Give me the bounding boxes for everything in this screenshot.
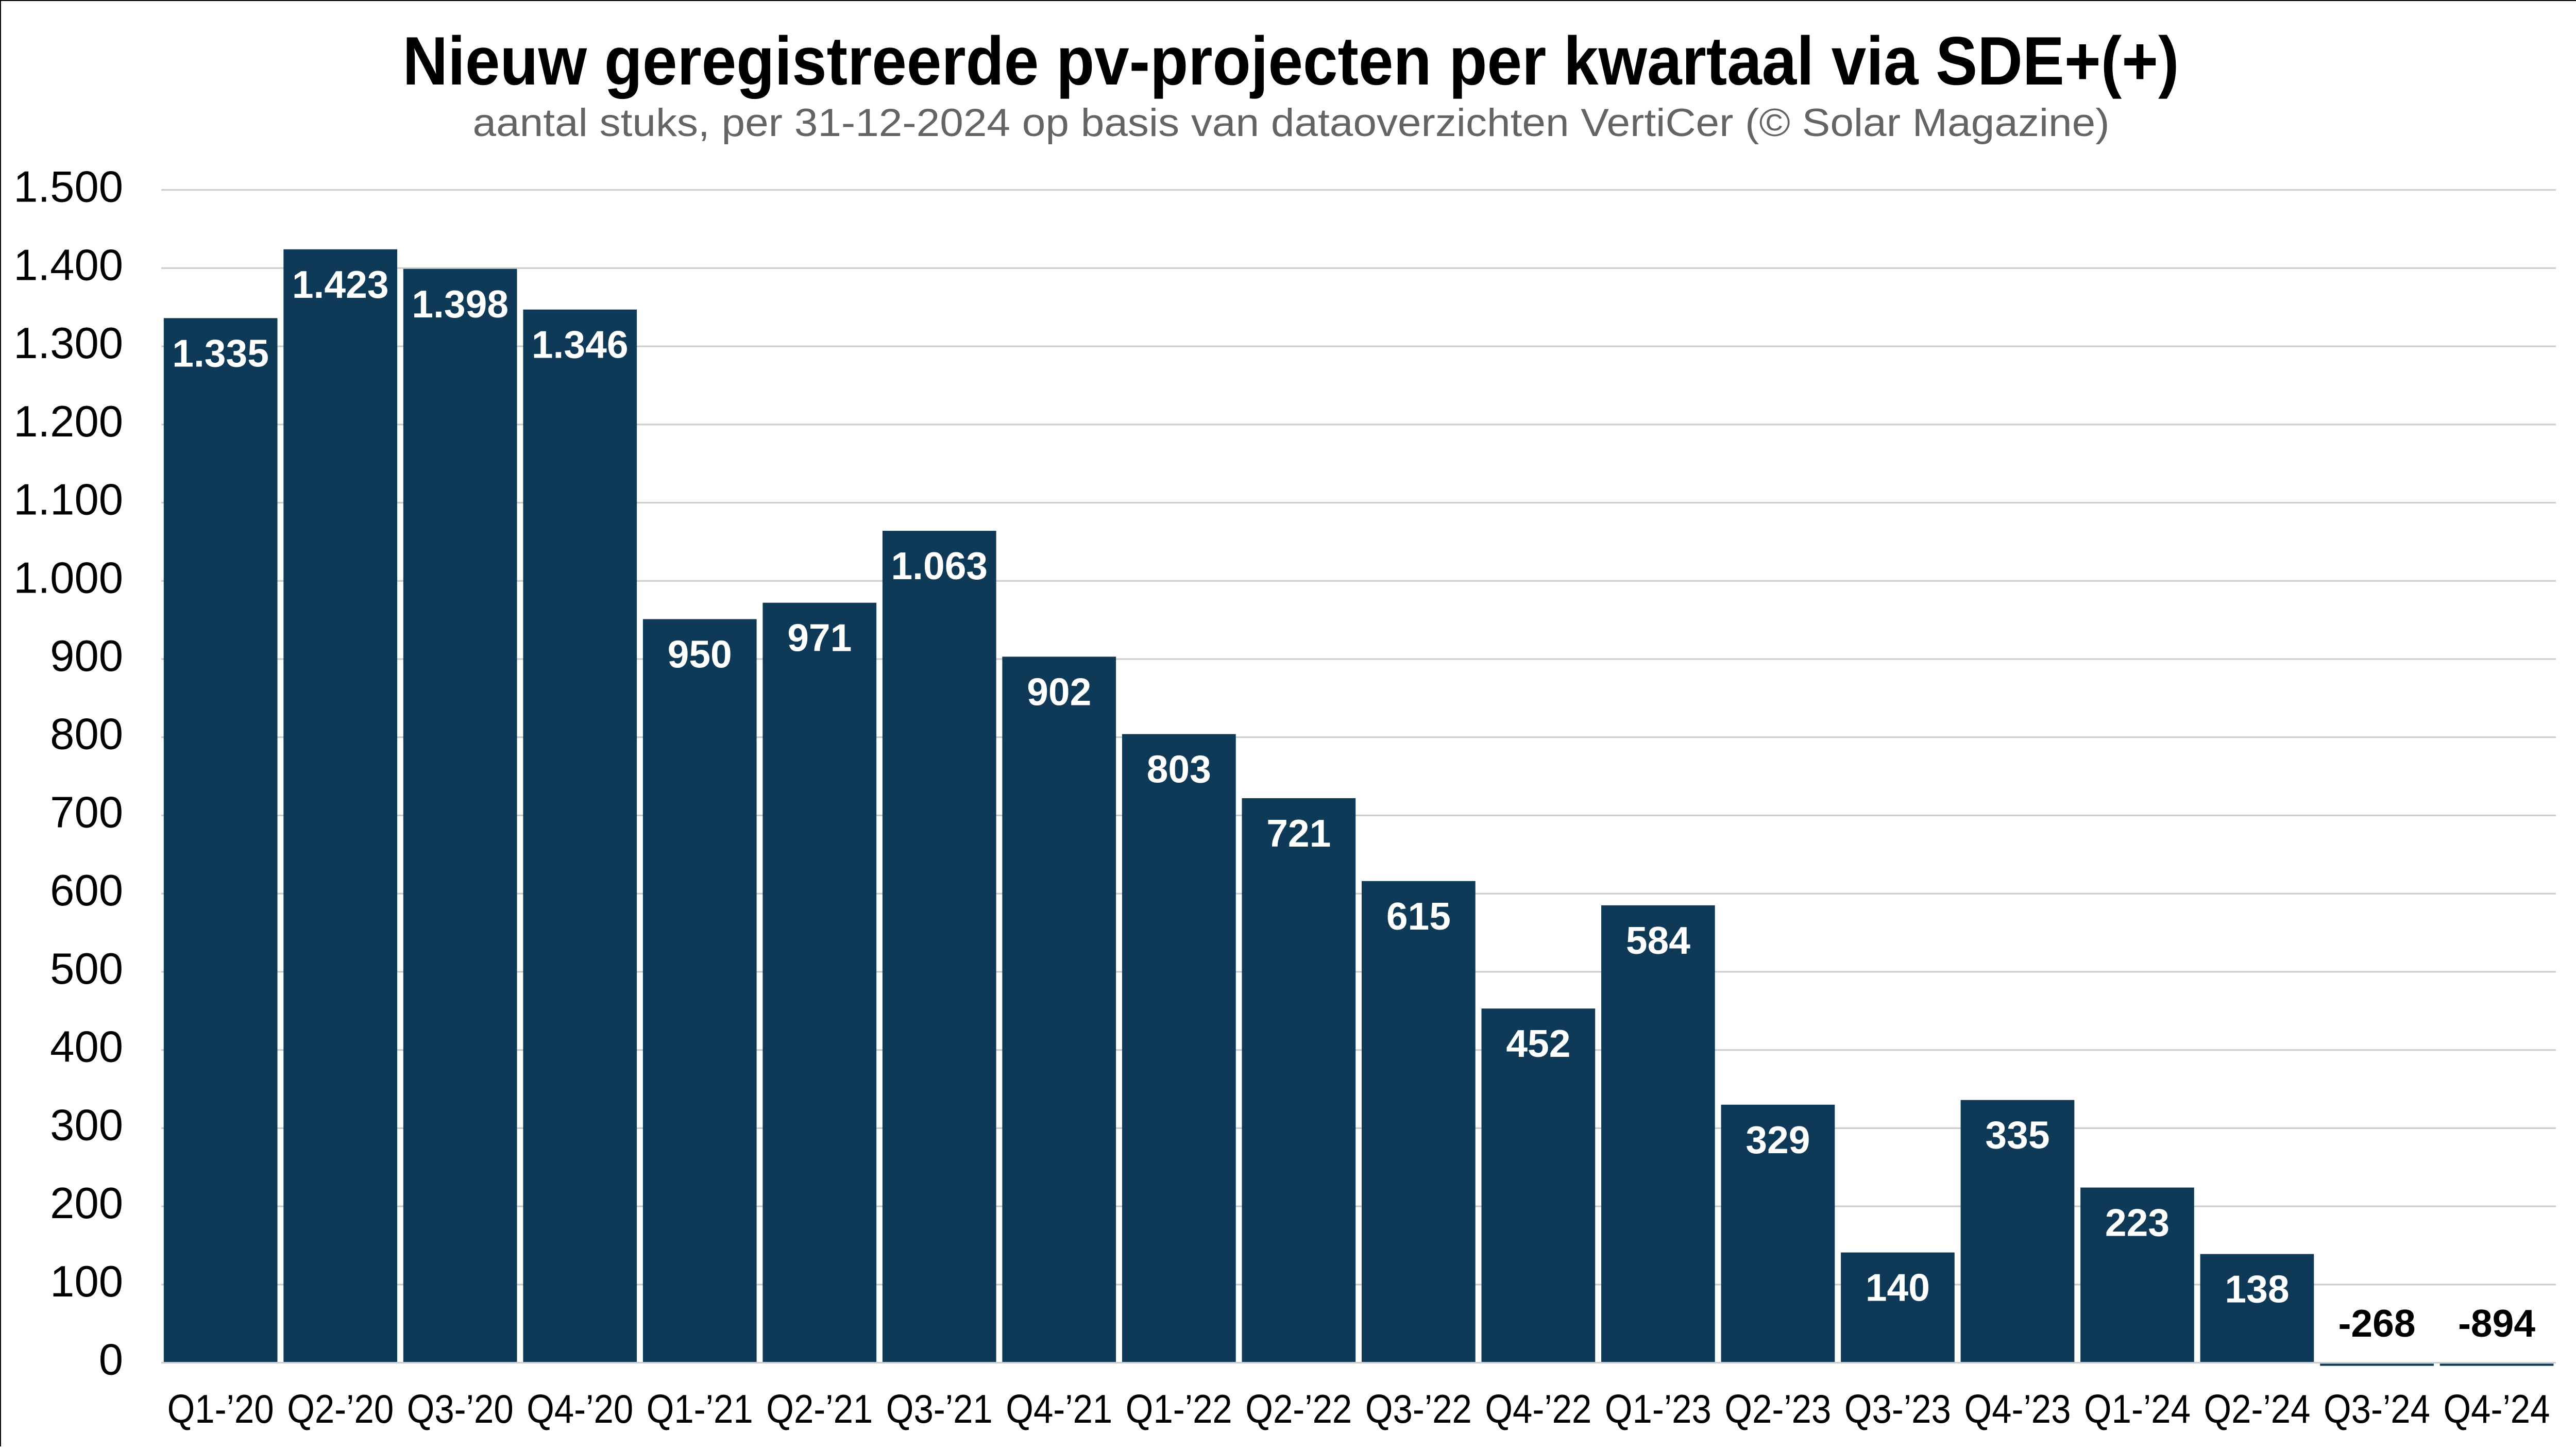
svg-text:223: 223 <box>2105 1201 2170 1244</box>
svg-text:Q1-’20: Q1-’20 <box>167 1387 274 1431</box>
svg-text:452: 452 <box>1506 1022 1570 1065</box>
svg-text:138: 138 <box>2225 1268 2289 1311</box>
svg-text:Q4-’22: Q4-’22 <box>1485 1387 1591 1431</box>
svg-text:1.335: 1.335 <box>172 331 269 375</box>
svg-text:Q2-’24: Q2-’24 <box>2204 1387 2311 1431</box>
svg-text:-894: -894 <box>2458 1302 2535 1345</box>
svg-text:Q2-’20: Q2-’20 <box>287 1387 394 1431</box>
svg-text:971: 971 <box>787 616 852 660</box>
svg-text:0: 0 <box>99 1336 123 1385</box>
svg-text:329: 329 <box>1745 1118 1810 1161</box>
svg-text:1.300: 1.300 <box>13 319 123 368</box>
svg-text:Q4-’24: Q4-’24 <box>2444 1387 2550 1431</box>
svg-text:Nieuw geregistreerde pv-projec: Nieuw geregistreerde pv-projecten per kw… <box>403 23 2179 99</box>
svg-text:-268: -268 <box>2338 1302 2415 1345</box>
svg-text:900: 900 <box>50 632 123 681</box>
svg-text:Q3-’23: Q3-’23 <box>1844 1387 1951 1431</box>
svg-text:1.063: 1.063 <box>891 544 988 587</box>
svg-text:800: 800 <box>50 710 123 759</box>
svg-text:902: 902 <box>1027 670 1091 713</box>
svg-text:Q2-’21: Q2-’21 <box>766 1387 873 1431</box>
svg-text:Q1-’23: Q1-’23 <box>1605 1387 1711 1431</box>
svg-text:1.423: 1.423 <box>292 263 389 306</box>
svg-text:Q1-’24: Q1-’24 <box>2084 1387 2191 1431</box>
svg-text:Q4-’21: Q4-’21 <box>1006 1387 1112 1431</box>
svg-text:721: 721 <box>1266 812 1331 855</box>
svg-text:Q2-’22: Q2-’22 <box>1245 1387 1352 1431</box>
svg-text:615: 615 <box>1386 895 1451 938</box>
svg-text:1.200: 1.200 <box>13 397 123 446</box>
svg-text:600: 600 <box>50 866 123 915</box>
svg-text:1.000: 1.000 <box>13 553 123 602</box>
svg-text:Q1-’21: Q1-’21 <box>647 1387 753 1431</box>
svg-text:140: 140 <box>1866 1266 1930 1309</box>
svg-text:Q2-’23: Q2-’23 <box>1724 1387 1831 1431</box>
svg-text:950: 950 <box>668 633 732 676</box>
svg-text:1.100: 1.100 <box>13 476 123 525</box>
svg-text:100: 100 <box>50 1257 123 1306</box>
svg-text:700: 700 <box>50 788 123 837</box>
svg-text:Q4-’23: Q4-’23 <box>1964 1387 2071 1431</box>
svg-text:300: 300 <box>50 1101 123 1150</box>
svg-text:400: 400 <box>50 1023 123 1072</box>
svg-text:335: 335 <box>1985 1114 2049 1157</box>
svg-text:1.500: 1.500 <box>13 163 123 212</box>
svg-text:500: 500 <box>50 945 123 993</box>
svg-text:1.400: 1.400 <box>13 241 123 290</box>
svg-text:Q3-’20: Q3-’20 <box>407 1387 514 1431</box>
svg-text:Q1-’22: Q1-’22 <box>1126 1387 1232 1431</box>
svg-text:Q3-’24: Q3-’24 <box>2324 1387 2430 1431</box>
svg-text:Q3-’21: Q3-’21 <box>886 1387 993 1431</box>
svg-text:aantal stuks, per 31-12-2024 o: aantal stuks, per 31-12-2024 op basis va… <box>473 101 2110 145</box>
svg-text:200: 200 <box>50 1179 123 1228</box>
svg-text:803: 803 <box>1147 748 1211 791</box>
svg-text:Q3-’22: Q3-’22 <box>1365 1387 1472 1431</box>
svg-text:1.346: 1.346 <box>532 323 629 366</box>
svg-text:1.398: 1.398 <box>412 282 509 326</box>
svg-text:584: 584 <box>1626 919 1690 962</box>
svg-text:Q4-’20: Q4-’20 <box>527 1387 633 1431</box>
